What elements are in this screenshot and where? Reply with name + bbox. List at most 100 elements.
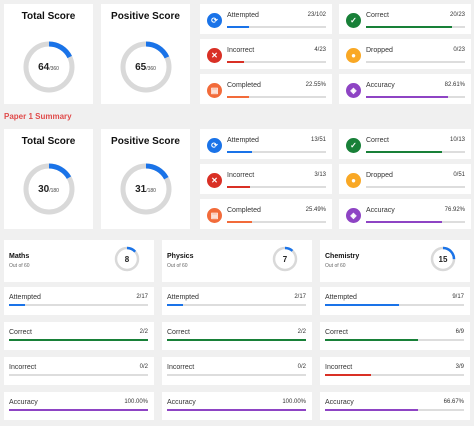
row-progress-bar xyxy=(9,374,148,376)
row-value: 0/2 xyxy=(139,364,148,370)
score-title: Positive Score xyxy=(111,11,180,22)
stat-label: Attempted xyxy=(227,137,259,144)
row-progress-bar xyxy=(167,339,306,341)
subject-row-incorrect: Incorrect 0/2 xyxy=(162,357,312,385)
subject-header-chemistry: Chemistry Out of 60 15 xyxy=(320,240,470,282)
stat-progress-fill xyxy=(366,151,443,153)
stat-correct: ✓ Correct 20/23 xyxy=(339,4,471,34)
check-icon: ✓ xyxy=(346,138,361,153)
subject-row-correct: Correct 2/2 xyxy=(4,322,154,350)
stat-progress-fill xyxy=(366,26,453,28)
score-value: 65 xyxy=(135,61,147,73)
stat-value: 22.55% xyxy=(305,82,326,88)
drop-icon: ● xyxy=(346,173,361,188)
score-value: 31 xyxy=(135,183,147,195)
row-progress-bar xyxy=(9,339,148,341)
stat-progress-fill xyxy=(227,26,250,28)
target-icon: ◈ xyxy=(346,208,361,223)
stat-progress-bar xyxy=(227,96,326,98)
stat-correct: ✓ Correct 10/13 xyxy=(339,129,471,159)
check-icon: ✓ xyxy=(346,13,361,28)
subject-row-incorrect: Incorrect 3/9 xyxy=(320,357,470,385)
subject-out-of: Out of 60 xyxy=(9,263,30,269)
row-progress-fill xyxy=(325,374,372,376)
row-label: Correct xyxy=(9,329,32,336)
row-value: 2/2 xyxy=(297,329,306,335)
row-progress-fill xyxy=(325,304,399,306)
row-progress-fill xyxy=(325,409,418,411)
close-icon: ✕ xyxy=(207,48,222,63)
row-progress-fill xyxy=(9,409,148,411)
subject-score-ring: 8 xyxy=(114,246,140,272)
subject-score: 8 xyxy=(124,254,130,264)
stat-completed: ▤ Completed 25.49% xyxy=(200,199,332,229)
stat-attempted: ⟳ Attempted 13/51 xyxy=(200,129,332,159)
row-label: Accuracy xyxy=(167,399,196,406)
stat-progress-fill xyxy=(366,96,448,98)
subject-name: Maths xyxy=(9,253,30,260)
row-progress-fill xyxy=(9,304,26,306)
refresh-icon: ⟳ xyxy=(207,138,222,153)
score-ring: 65/360 xyxy=(118,39,174,95)
stat-progress-bar xyxy=(227,61,326,63)
stat-attempted: ⟳ Attempted 23/102 xyxy=(200,4,332,34)
row-progress-fill xyxy=(9,339,148,341)
score-max: /360 xyxy=(146,65,156,72)
stat-progress-bar xyxy=(227,26,326,28)
overall-positive-score-card: Positive Score 65/360 xyxy=(101,4,190,104)
clipboard-icon: ▤ xyxy=(207,83,222,98)
stat-label: Accuracy xyxy=(366,207,395,214)
stat-incorrect: ✕ Incorrect 4/23 xyxy=(200,39,332,69)
row-progress-bar xyxy=(325,409,464,411)
row-progress-fill xyxy=(325,339,418,341)
score-max: /360 xyxy=(49,65,59,72)
score-value: 30 xyxy=(38,183,50,195)
row-progress-bar xyxy=(9,304,148,306)
subject-out-of: Out of 60 xyxy=(325,263,346,269)
clipboard-icon: ▤ xyxy=(207,208,222,223)
row-value: 100.00% xyxy=(124,399,148,405)
row-value: 2/2 xyxy=(139,329,148,335)
target-icon: ◈ xyxy=(346,83,361,98)
row-value: 100.00% xyxy=(282,399,306,405)
stat-dropped: ● Dropped 0/51 xyxy=(339,164,471,194)
subject-score-ring: 7 xyxy=(272,246,298,272)
stat-progress-bar xyxy=(366,186,465,188)
stat-value: 82.61% xyxy=(444,82,465,88)
paper-summary-heading: Paper 1 Summary xyxy=(4,112,72,121)
stat-label: Accuracy xyxy=(366,82,395,89)
stat-progress-bar xyxy=(366,96,465,98)
subject-score: 7 xyxy=(282,254,288,264)
subject-out-of: Out of 60 xyxy=(167,263,188,269)
stat-accuracy: ◈ Accuracy 76.92% xyxy=(339,199,471,229)
score-title: Total Score xyxy=(21,11,76,22)
row-label: Incorrect xyxy=(9,364,37,371)
row-progress-fill xyxy=(167,339,306,341)
stat-value: 3/13 xyxy=(314,172,326,178)
subject-row-correct: Correct 6/9 xyxy=(320,322,470,350)
stat-value: 25.49% xyxy=(305,207,326,213)
row-label: Correct xyxy=(167,329,190,336)
row-label: Correct xyxy=(325,329,348,336)
subject-name: Physics xyxy=(167,253,194,260)
subject-row-attempted: Attempted 9/17 xyxy=(320,287,470,315)
stat-value: 76.92% xyxy=(444,207,465,213)
stat-progress-fill xyxy=(366,221,443,223)
score-max: /180 xyxy=(146,187,156,194)
paper1-total-score-card: Total Score 30/180 xyxy=(4,129,93,229)
row-label: Attempted xyxy=(325,294,357,301)
score-title: Total Score xyxy=(21,136,76,147)
row-value: 9/17 xyxy=(452,294,464,300)
stat-label: Incorrect xyxy=(227,172,255,179)
stat-label: Dropped xyxy=(366,47,393,54)
row-label: Accuracy xyxy=(325,399,354,406)
subject-header-physics: Physics Out of 60 7 xyxy=(162,240,312,282)
stat-incorrect: ✕ Incorrect 3/13 xyxy=(200,164,332,194)
subject-row-correct: Correct 2/2 xyxy=(162,322,312,350)
stat-label: Attempted xyxy=(227,12,259,19)
stat-progress-fill xyxy=(227,151,253,153)
subject-row-accuracy: Accuracy 66.67% xyxy=(320,392,470,420)
row-progress-bar xyxy=(325,304,464,306)
row-value: 2/17 xyxy=(136,294,148,300)
close-icon: ✕ xyxy=(207,173,222,188)
